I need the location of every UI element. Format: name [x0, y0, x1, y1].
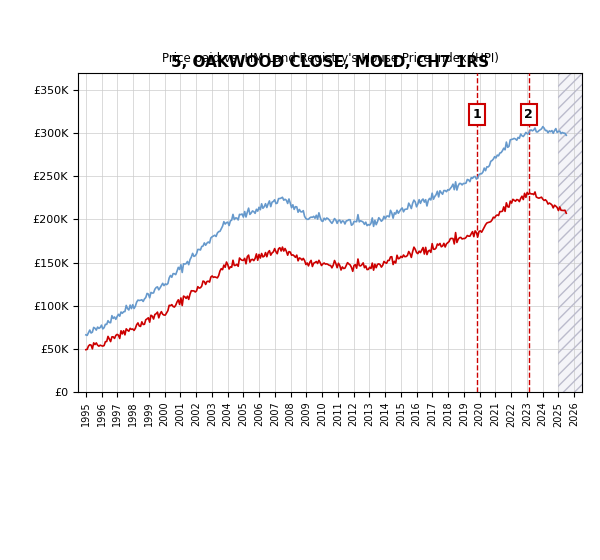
Title: 5, OAKWOOD CLOSE, MOLD, CH7 1RS: 5, OAKWOOD CLOSE, MOLD, CH7 1RS	[171, 55, 489, 70]
Text: Price paid vs. HM Land Registry's House Price Index (HPI): Price paid vs. HM Land Registry's House …	[161, 52, 499, 65]
Text: 1: 1	[473, 108, 482, 121]
Bar	[559, 73, 582, 392]
Text: 2: 2	[524, 108, 533, 121]
Bar	[559, 73, 582, 392]
